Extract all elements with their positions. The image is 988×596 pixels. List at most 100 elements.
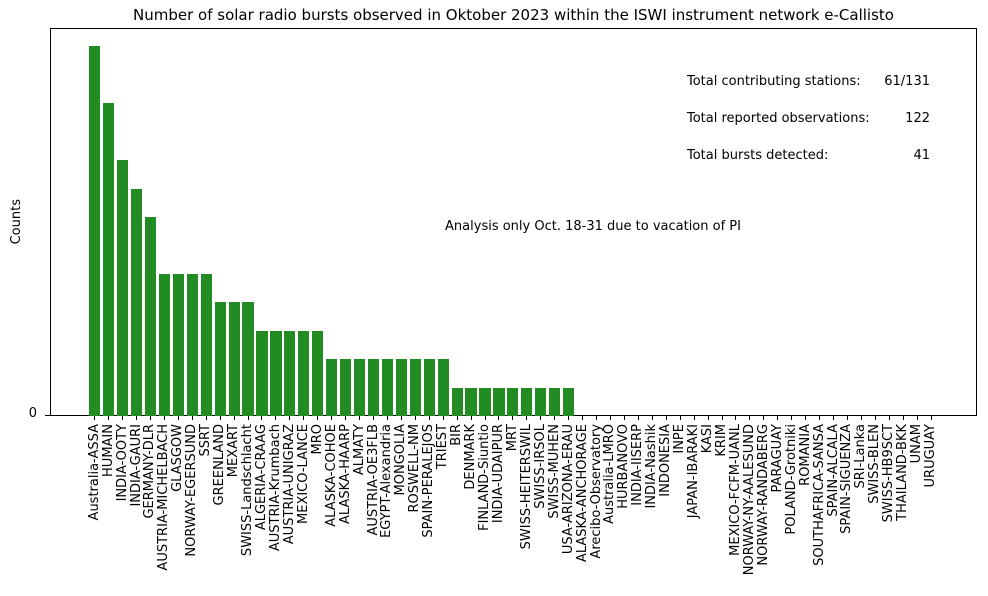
bar <box>284 330 296 416</box>
x-axis-tick-label: KASI <box>700 424 716 454</box>
y-axis-tick-label: 0 <box>28 406 37 421</box>
x-axis-tick <box>637 416 639 420</box>
x-axis-tick <box>665 416 667 420</box>
bar <box>242 302 254 416</box>
x-axis-tick <box>846 416 848 420</box>
bar <box>563 387 575 416</box>
x-axis-tick <box>916 416 918 420</box>
x-axis-tick <box>122 416 124 420</box>
x-axis-tick-label: ALASKA-ANCHORAGE <box>574 424 590 563</box>
bar <box>326 359 338 416</box>
bar <box>144 217 157 416</box>
x-axis-tick-label: SWISS-IRSOL <box>532 424 548 509</box>
x-axis-tick <box>149 416 151 420</box>
x-axis-tick <box>777 416 779 420</box>
x-axis-tick <box>735 416 737 420</box>
x-axis-tick <box>707 416 709 420</box>
x-axis-tick-label: USA-ARIZONA-ERAU <box>560 424 576 555</box>
bar <box>465 387 477 416</box>
bar <box>493 387 505 416</box>
bar <box>395 359 407 416</box>
bar <box>130 188 143 416</box>
bar <box>367 359 380 416</box>
bar <box>451 387 463 416</box>
x-axis-tick-label: AUSTRIA-Krumbach <box>267 424 283 552</box>
bar <box>116 160 129 416</box>
x-axis-tick-label: MEXICO-FCFM-UANL <box>727 424 743 556</box>
y-axis-label-wrap: Counts <box>6 28 26 416</box>
x-axis-tick-label: INDIA-OOTY <box>114 424 130 502</box>
x-axis-tick <box>205 416 207 420</box>
chart-title: Number of solar radio bursts observed in… <box>133 6 894 24</box>
x-axis-tick <box>442 416 444 420</box>
x-axis-tick <box>540 416 542 420</box>
x-axis-tick <box>498 416 500 420</box>
bar <box>381 359 394 416</box>
bar <box>535 387 547 416</box>
x-axis-tick <box>763 416 765 420</box>
bar <box>423 359 435 416</box>
x-axis-tick-label: DENMARK <box>463 424 479 490</box>
x-axis-tick-label: ROMANIA <box>797 424 813 486</box>
x-axis-tick <box>791 416 793 420</box>
x-axis-tick <box>386 416 388 420</box>
x-axis-tick-label: FINLAND-Siuntio <box>477 424 493 531</box>
x-axis-tick <box>470 416 472 420</box>
x-axis-tick-label: MRT <box>504 424 520 452</box>
x-axis-tick <box>136 416 138 420</box>
stat-value: 122 <box>905 111 930 126</box>
x-axis-tick-label: ALGERIA-CRAAG <box>253 424 269 531</box>
x-axis-tick <box>554 416 556 420</box>
x-axis-tick <box>874 416 876 420</box>
x-axis-tick <box>359 416 361 420</box>
x-axis-tick <box>456 416 458 420</box>
x-axis-tick-label: MRO <box>309 424 325 455</box>
x-axis-tick-label: NORWAY-NY-AALESUND <box>741 424 757 576</box>
x-axis-tick <box>345 416 347 420</box>
stat-row-contributing-stations: Total contributing stations: 61/131 <box>687 74 930 90</box>
x-axis-tick-label: Australia-ASSA <box>86 424 102 521</box>
x-axis-tick-label: SWISS-Landschlacht <box>240 424 256 557</box>
x-axis-tick <box>317 416 319 420</box>
x-axis-tick-label: JAPAN-IBARAKI <box>686 424 702 519</box>
x-axis-tick <box>177 416 179 420</box>
x-axis-tick-label: URUGUAY <box>923 424 939 488</box>
x-axis-tick <box>428 416 430 420</box>
x-axis-tick <box>888 416 890 420</box>
stat-row-bursts-detected: Total bursts detected: 41 <box>687 148 930 164</box>
bar <box>521 387 533 416</box>
bar <box>549 387 561 416</box>
bar <box>158 273 170 416</box>
bar <box>437 359 449 416</box>
bar <box>353 359 366 416</box>
x-axis-tick-label: ALASKA-HAARP <box>337 424 353 524</box>
x-axis-tick <box>596 416 598 420</box>
x-axis-tick-label: HUMAIN <box>100 424 116 477</box>
x-axis-tick <box>930 416 932 420</box>
y-axis-tick <box>45 415 50 416</box>
x-axis-tick-label: SWISS-MUHEN <box>546 424 562 519</box>
x-axis-tick-label: SWISS-HEITERSWIL <box>518 424 534 550</box>
x-axis-tick-label: ALASKA-COHOE <box>323 424 339 527</box>
x-axis-tick-label: MEXICO-LANCE <box>295 424 311 524</box>
x-axis-tick-label: NORWAY-RANDABERG <box>755 424 771 566</box>
x-axis-tick <box>721 416 723 420</box>
x-axis-tick <box>191 416 193 420</box>
x-axis-tick <box>261 416 263 420</box>
x-axis-tick <box>582 416 584 420</box>
x-axis-tick <box>526 416 528 420</box>
x-axis-tick-label: MEXART <box>226 424 242 478</box>
stat-label: Total contributing stations: <box>687 74 861 89</box>
x-axis-tick <box>289 416 291 420</box>
x-axis-tick <box>860 416 862 420</box>
x-axis-tick <box>805 416 807 420</box>
bar <box>186 273 198 416</box>
x-axis-tick-label: KRIM <box>714 424 729 457</box>
bar <box>214 302 226 416</box>
x-axis-tick <box>609 416 611 420</box>
x-axis-tick <box>819 416 821 420</box>
x-axis-tick-label: SOUTHAFRICA-SANSA <box>811 424 827 566</box>
x-axis-tick <box>902 416 904 420</box>
x-axis-tick <box>219 416 221 420</box>
